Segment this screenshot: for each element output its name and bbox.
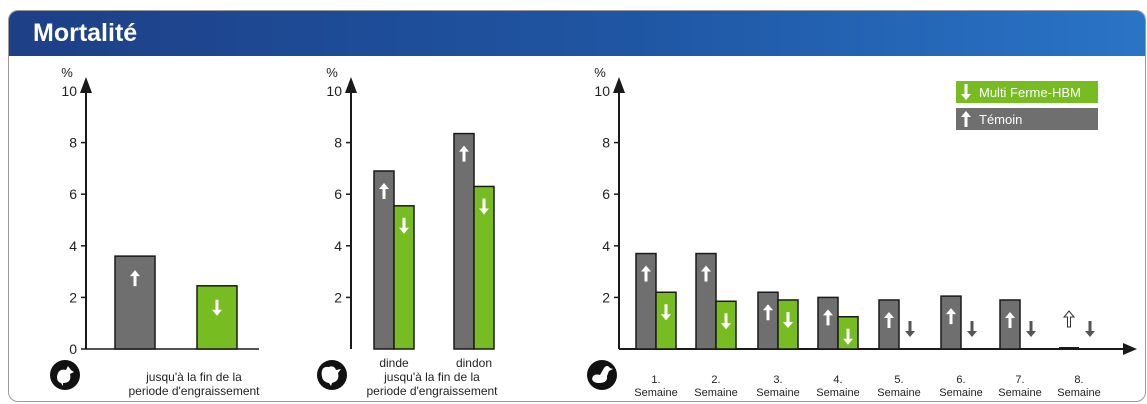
- arrow-down-icon: [905, 321, 915, 337]
- arrow-up-icon: [763, 304, 773, 321]
- arrow-up-icon: [884, 311, 894, 328]
- arrow-down-icon: [212, 299, 222, 316]
- arrow-down-icon: [967, 321, 977, 337]
- category-label: 5.: [894, 374, 903, 386]
- y-tick-label: 2: [334, 289, 342, 305]
- bar-temoin: [114, 255, 156, 350]
- y-axis-unit: %: [594, 65, 606, 80]
- arrow-down-icon: [1085, 321, 1095, 337]
- category-label: 4.: [833, 374, 842, 386]
- arrow-down-icon: [843, 328, 853, 345]
- category-label: Semaine: [634, 387, 677, 399]
- caption-line: jusqu'à la fin de la: [383, 370, 480, 384]
- y-tick-label: 4: [69, 238, 77, 254]
- bar-temoin: [453, 132, 475, 350]
- category-label: 3.: [773, 374, 782, 386]
- category-label: 1.: [651, 374, 660, 386]
- y-tick-label: 8: [602, 135, 610, 151]
- arrow-up-icon: [961, 111, 971, 127]
- y-tick-label: 6: [602, 186, 610, 202]
- category-label: dinde: [379, 356, 409, 370]
- y-tick-label: 10: [326, 83, 342, 99]
- y-tick-label: 2: [602, 289, 610, 305]
- category-label: Semaine: [1057, 387, 1100, 399]
- bar-multi-ferme: [655, 291, 677, 350]
- category-label: 6.: [956, 374, 965, 386]
- y-axis-unit: %: [61, 65, 73, 80]
- legend-multi-ferme-swatch: [956, 81, 1098, 103]
- legend-multi-ferme-label: Multi Ferme-HBM: [979, 85, 1081, 100]
- category-label: Semaine: [939, 387, 982, 399]
- y-axis-arrow: [345, 77, 357, 93]
- arrow-up-icon: [946, 308, 956, 325]
- y-tick-label: 10: [594, 83, 610, 99]
- y-axis-arrow: [613, 77, 625, 93]
- y-tick-label: 4: [602, 238, 610, 254]
- arrow-up-icon: [1005, 311, 1015, 328]
- category-label: Semaine: [756, 387, 799, 399]
- arrow-down-icon: [721, 313, 731, 330]
- category-label: Semaine: [998, 387, 1041, 399]
- y-tick-label: 8: [69, 135, 77, 151]
- bar-multi-ferme: [196, 285, 238, 350]
- category-label: dindon: [456, 356, 492, 370]
- category-label: 8.: [1074, 374, 1083, 386]
- caption-line: periode d'engraissement: [366, 384, 498, 398]
- y-tick-label: 4: [334, 238, 342, 254]
- y-tick-label: 6: [334, 186, 342, 202]
- chicken-icon: [50, 360, 80, 390]
- arrow-down-icon: [1026, 321, 1036, 337]
- page-title: Mortalité: [33, 19, 138, 47]
- category-label: Semaine: [877, 387, 920, 399]
- arrow-up-icon: [701, 265, 711, 282]
- arrow-down-icon: [399, 217, 409, 234]
- y-tick-label: 6: [69, 186, 77, 202]
- caption-line: jusqu'à la fin de la: [145, 370, 242, 384]
- arrow-up-icon: [641, 265, 651, 282]
- y-tick-label: 8: [334, 135, 342, 151]
- arrow-down-icon: [961, 84, 971, 100]
- arrow-down-icon: [783, 311, 793, 328]
- y-tick-label: 2: [69, 289, 77, 305]
- arrow-up-icon: [130, 270, 140, 287]
- category-label: Semaine: [694, 387, 737, 399]
- header-bar: Mortalité: [9, 11, 1145, 56]
- arrow-down-icon: [479, 198, 489, 215]
- arrow-up-icon: [379, 182, 389, 199]
- arrow-up-icon: [459, 145, 469, 162]
- arrow-down-icon: [661, 304, 671, 321]
- turkey-icon: [317, 360, 347, 390]
- category-label: 2.: [711, 374, 720, 386]
- y-tick-label: 10: [61, 83, 77, 99]
- arrow-up-icon: [823, 309, 833, 326]
- category-label: Semaine: [816, 387, 859, 399]
- bar-multi-ferme: [473, 185, 495, 350]
- caption-line: periode d'engraissement: [128, 384, 260, 398]
- bar-temoin: [1059, 347, 1079, 349]
- duck-icon: [587, 360, 617, 390]
- bar-temoin: [757, 291, 779, 350]
- bar-multi-ferme: [393, 205, 415, 350]
- y-axis-arrow: [80, 77, 92, 93]
- legend-temoin-swatch: [956, 108, 1098, 130]
- y-tick-label: 0: [69, 341, 77, 357]
- y-axis-unit: %: [326, 65, 338, 80]
- category-label: 7.: [1015, 374, 1024, 386]
- legend: [956, 81, 1098, 130]
- chart-panel: Mortalité % 0 2 4 6 8 10% 2 4 6 8 10% 2 4 6 8 10 dinde din…: [8, 10, 1146, 402]
- arrow-up-icon: [1062, 310, 1076, 328]
- legend-temoin-label: Témoin: [979, 112, 1022, 127]
- x-axis-arrow: [1123, 343, 1137, 355]
